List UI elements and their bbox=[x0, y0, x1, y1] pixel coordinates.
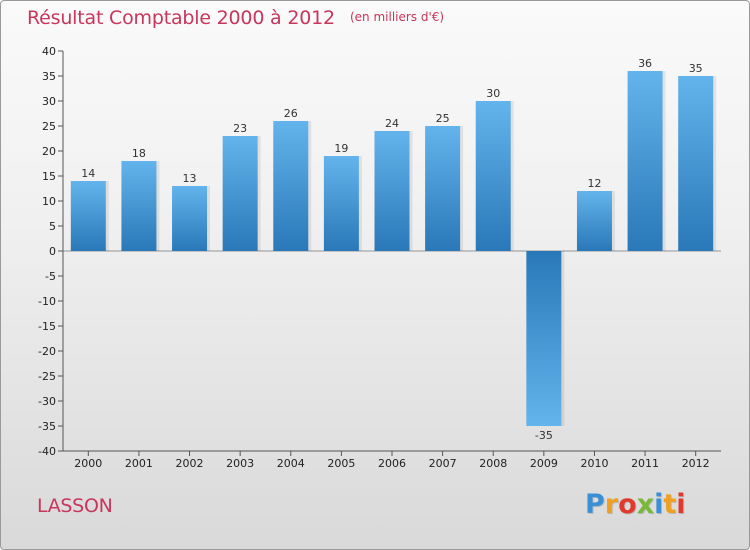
y-tick-label: 5 bbox=[49, 220, 56, 233]
x-tick-label-2007: 2007 bbox=[429, 457, 457, 470]
y-tick-label: -30 bbox=[38, 395, 56, 408]
data-label-2000: 14 bbox=[81, 167, 95, 180]
bar-2004 bbox=[273, 121, 309, 251]
y-tick-label: 40 bbox=[42, 45, 56, 58]
y-tick-label: 35 bbox=[42, 70, 56, 83]
data-label-2012: 35 bbox=[689, 62, 703, 75]
x-tick-label-2002: 2002 bbox=[176, 457, 204, 470]
logo-letter: i bbox=[654, 489, 664, 520]
x-tick-label-2012: 2012 bbox=[682, 457, 710, 470]
x-tick-label-2006: 2006 bbox=[378, 457, 406, 470]
x-tick-label-2009: 2009 bbox=[530, 457, 558, 470]
logo-letter: x bbox=[636, 489, 655, 520]
bar-2006 bbox=[374, 131, 410, 251]
data-label-2005: 19 bbox=[334, 142, 348, 155]
y-tick-label: 20 bbox=[42, 145, 56, 158]
logo-letter: P bbox=[585, 489, 605, 520]
y-tick-label: 25 bbox=[42, 120, 56, 133]
chart-subtitle: (en milliers d'€) bbox=[349, 10, 445, 24]
y-tick-label: 0 bbox=[49, 245, 56, 258]
logo-letter: o bbox=[618, 489, 637, 520]
y-tick-label: 30 bbox=[42, 95, 56, 108]
x-tick-label-2008: 2008 bbox=[479, 457, 507, 470]
data-label-2001: 18 bbox=[132, 147, 146, 160]
bar-2012 bbox=[678, 76, 714, 251]
y-tick-label: -10 bbox=[38, 295, 56, 308]
logo-letter: t bbox=[663, 489, 677, 520]
y-tick-label: -25 bbox=[38, 370, 56, 383]
x-tick-label-2003: 2003 bbox=[226, 457, 254, 470]
data-label-2002: 13 bbox=[183, 172, 197, 185]
bar-2005 bbox=[323, 156, 359, 251]
data-label-2011: 36 bbox=[638, 57, 652, 70]
x-tick-label-2011: 2011 bbox=[631, 457, 659, 470]
data-label-2008: 30 bbox=[486, 87, 500, 100]
data-label-2009: -35 bbox=[535, 429, 553, 442]
y-tick-label: 15 bbox=[42, 170, 56, 183]
chart-title-area: Résultat Comptable 2000 à 2012 (en milli… bbox=[27, 7, 444, 29]
bar-2003 bbox=[222, 136, 258, 251]
bar-2010 bbox=[576, 191, 612, 251]
bar-2011 bbox=[627, 71, 663, 251]
bar-2001 bbox=[121, 161, 157, 251]
bar-2007 bbox=[425, 126, 461, 251]
proxiti-logo: Proxiti bbox=[585, 489, 686, 520]
data-label-2004: 26 bbox=[284, 107, 298, 120]
data-label-2007: 25 bbox=[436, 112, 450, 125]
data-label-2003: 23 bbox=[233, 122, 247, 135]
chart-title: Résultat Comptable 2000 à 2012 bbox=[27, 7, 335, 29]
bar-2008 bbox=[475, 101, 511, 251]
bar-2009 bbox=[526, 251, 562, 426]
y-tick-label: 10 bbox=[42, 195, 56, 208]
data-label-2006: 24 bbox=[385, 117, 399, 130]
logo-letter: r bbox=[604, 489, 619, 520]
y-tick-label: -20 bbox=[38, 345, 56, 358]
x-tick-label-2004: 2004 bbox=[277, 457, 305, 470]
data-label-2010: 12 bbox=[587, 177, 601, 190]
x-tick-label-2005: 2005 bbox=[327, 457, 355, 470]
x-tick-label-2001: 2001 bbox=[125, 457, 153, 470]
bar-2002 bbox=[172, 186, 208, 251]
y-tick-label: -40 bbox=[38, 445, 56, 458]
bar-2000 bbox=[70, 181, 106, 251]
logo-letter: i bbox=[676, 489, 686, 520]
y-tick-label: -15 bbox=[38, 320, 56, 333]
commune-name: LASSON bbox=[37, 495, 113, 517]
y-tick-label: -35 bbox=[38, 420, 56, 433]
y-tick-label: -5 bbox=[45, 270, 56, 283]
x-tick-label-2000: 2000 bbox=[74, 457, 102, 470]
x-tick-label-2010: 2010 bbox=[580, 457, 608, 470]
